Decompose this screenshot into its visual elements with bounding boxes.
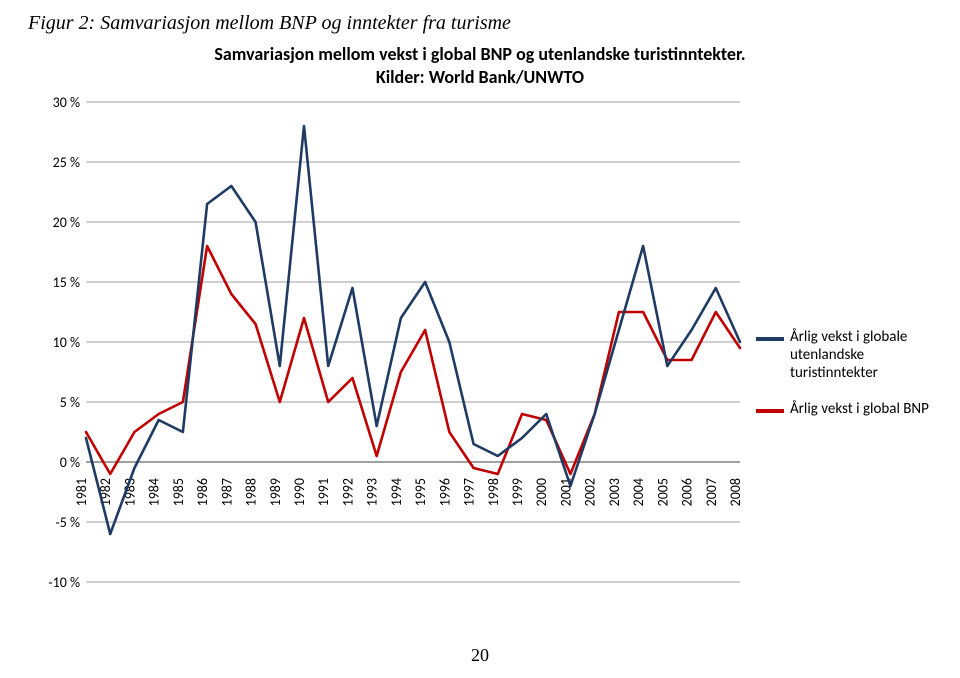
- svg-text:30 %: 30 %: [53, 94, 80, 111]
- svg-text:2000: 2000: [533, 478, 550, 506]
- svg-text:-10 %: -10 %: [48, 574, 80, 591]
- line-chart-svg: -10 % -5 % 0 % 5 % 10 % 15 % 20 % 25 % 30 % 1981 1…: [28, 92, 748, 612]
- svg-text:1993: 1993: [364, 478, 381, 506]
- svg-text:1999: 1999: [509, 478, 526, 506]
- legend-swatch: [756, 337, 784, 341]
- svg-text:0 %: 0 %: [60, 454, 80, 471]
- svg-text:-5 %: -5 %: [55, 514, 80, 531]
- svg-text:1996: 1996: [436, 478, 453, 506]
- svg-text:5 %: 5 %: [60, 394, 80, 411]
- svg-text:2008: 2008: [727, 478, 744, 506]
- svg-text:1985: 1985: [170, 478, 187, 506]
- chart-legend: Årlig vekst i globale utenlandske turist…: [756, 328, 932, 436]
- legend-item: Årlig vekst i globale utenlandske turist…: [756, 328, 932, 382]
- chart-title: Samvariasjon mellom vekst i global BNP o…: [164, 43, 797, 88]
- svg-text:1987: 1987: [218, 478, 235, 506]
- svg-text:1989: 1989: [267, 478, 284, 506]
- svg-text:1998: 1998: [485, 478, 502, 506]
- svg-text:1981: 1981: [73, 478, 90, 506]
- svg-text:2002: 2002: [582, 478, 599, 506]
- svg-text:20 %: 20 %: [53, 214, 80, 231]
- page-number: 20: [0, 645, 960, 666]
- legend-label: Årlig vekst i globale utenlandske turist…: [790, 328, 932, 382]
- svg-text:1997: 1997: [461, 478, 478, 506]
- svg-text:1994: 1994: [388, 478, 405, 506]
- svg-text:1990: 1990: [291, 478, 308, 506]
- svg-text:25 %: 25 %: [53, 154, 80, 171]
- svg-text:2004: 2004: [630, 478, 647, 506]
- svg-text:1986: 1986: [194, 478, 211, 506]
- figure-caption: Figur 2: Samvariasjon mellom BNP og innt…: [28, 12, 932, 35]
- svg-text:2003: 2003: [606, 478, 623, 506]
- legend-swatch: [756, 409, 784, 413]
- svg-text:1995: 1995: [412, 478, 429, 506]
- svg-text:1984: 1984: [146, 478, 163, 506]
- svg-text:1991: 1991: [315, 478, 332, 506]
- legend-label: Årlig vekst i global BNP: [790, 400, 929, 418]
- svg-text:2006: 2006: [679, 478, 696, 506]
- svg-text:1992: 1992: [339, 478, 356, 506]
- svg-text:1988: 1988: [243, 478, 260, 506]
- svg-text:2007: 2007: [703, 478, 720, 506]
- svg-text:2005: 2005: [654, 478, 671, 506]
- svg-text:10 %: 10 %: [53, 334, 80, 351]
- legend-item: Årlig vekst i global BNP: [756, 400, 932, 418]
- svg-text:15 %: 15 %: [53, 274, 80, 291]
- chart-plot: -10 % -5 % 0 % 5 % 10 % 15 % 20 % 25 % 30 % 1981 1…: [28, 92, 748, 612]
